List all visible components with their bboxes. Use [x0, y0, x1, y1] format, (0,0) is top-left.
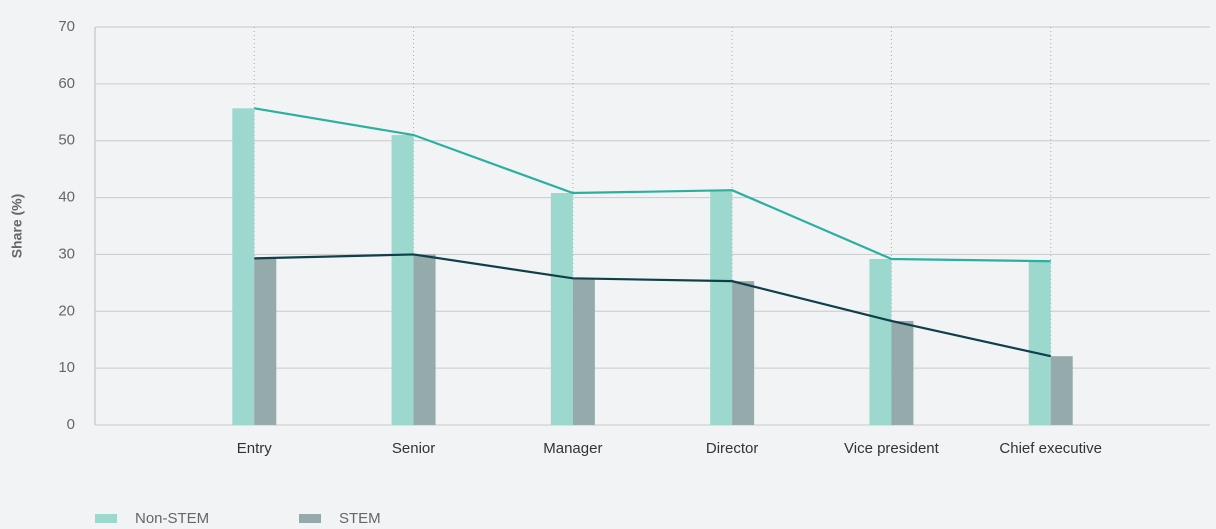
- bar: [1028, 261, 1051, 425]
- bar: [254, 258, 277, 425]
- y-tick-label: 60: [58, 75, 75, 92]
- legend-label: Non-STEM: [135, 510, 209, 527]
- x-tick-label: Chief executive: [999, 440, 1102, 457]
- y-tick-label: 70: [58, 18, 75, 35]
- bar: [869, 258, 892, 425]
- legend-label: STEM: [339, 510, 381, 527]
- bar: [1050, 356, 1073, 425]
- y-tick-label: 0: [67, 416, 75, 433]
- y-tick-label: 10: [58, 359, 75, 376]
- x-tick-label: Director: [706, 440, 759, 457]
- x-tick-label: Entry: [237, 440, 273, 457]
- line: [254, 253, 1051, 358]
- x-tick-label: Vice president: [844, 440, 940, 457]
- y-axis-label: Share (%): [9, 194, 25, 259]
- bar: [391, 135, 414, 425]
- bar: [891, 320, 914, 425]
- y-tick-label: 30: [58, 245, 75, 262]
- x-tick-label: Manager: [543, 440, 602, 457]
- x-tick-label: Senior: [392, 440, 435, 457]
- bar: [550, 193, 573, 425]
- bar: [710, 190, 733, 425]
- y-tick-label: 50: [58, 132, 75, 149]
- bar: [413, 254, 436, 425]
- bar: [732, 281, 755, 425]
- legend-swatch: [299, 514, 321, 523]
- legend-swatch: [95, 514, 117, 523]
- bar: [572, 278, 595, 425]
- line: [254, 107, 1051, 263]
- y-tick-label: 40: [58, 189, 75, 206]
- y-tick-label: 20: [58, 302, 75, 319]
- bar: [232, 108, 255, 425]
